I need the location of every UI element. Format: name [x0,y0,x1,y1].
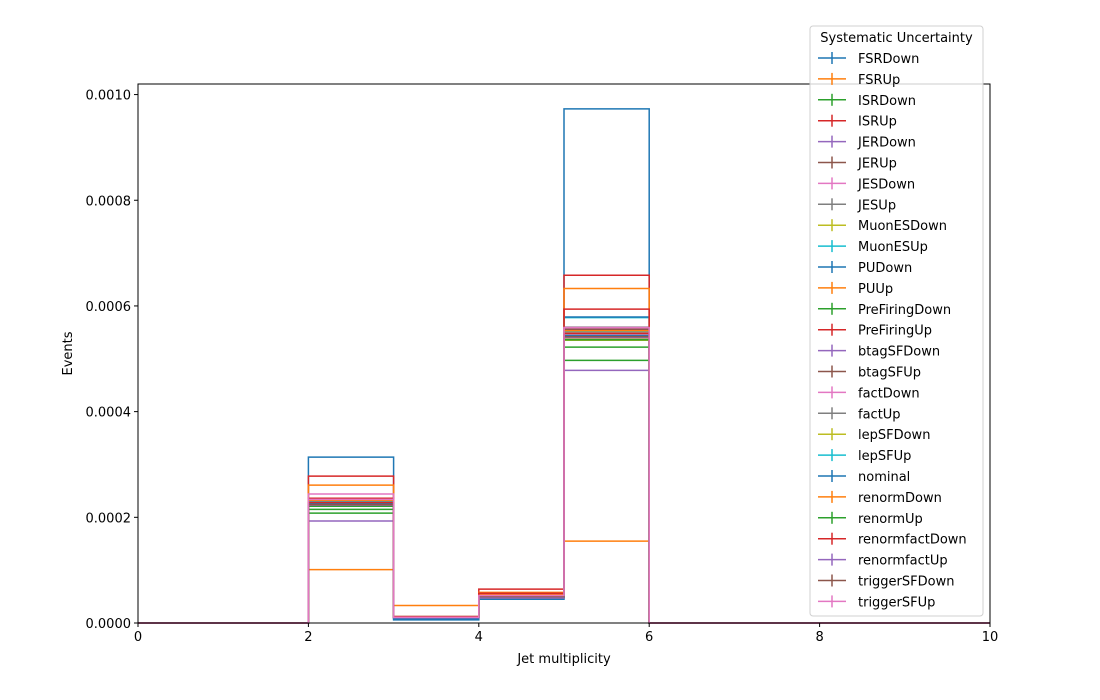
y-axis: 0.0000 0.0002 0.0004 0.0006 0.0008 0.0010 [86,89,138,632]
legend-label-renormfactDown: renormfactDown [858,533,967,548]
legend-label-FSRDown: FSRDown [858,52,919,67]
legend-label-btagSFUp: btagSFUp [858,366,921,381]
x-tick-label: 10 [982,630,999,645]
legend-label-PUUp: PUUp [858,282,893,297]
legend-title: Systematic Uncertainty [820,31,973,46]
plot-frame [137,83,991,624]
legend-label-MuonESDown: MuonESDown [858,219,947,234]
legend-label-PUDown: PUDown [858,261,912,276]
x-tick-label: 8 [815,630,823,645]
y-tick-label: 0.0008 [86,194,132,209]
legend-label-renormDown: renormDown [858,491,942,506]
legend-label-lepSFUp: lepSFUp [858,449,911,464]
y-tick-label: 0.0010 [86,89,132,104]
legend-label-triggerSFDown: triggerSFDown [858,575,954,590]
y-axis-title: Events [61,331,76,375]
legend-label-renormUp: renormUp [858,512,923,527]
legend-label-JESDown: JESDown [857,177,915,192]
legend-label-JERUp: JERUp [857,157,897,172]
legend-label-JERDown: JERDown [857,136,916,151]
legend-label-lepSFDown: lepSFDown [858,428,930,443]
legend-label-renormfactUp: renormfactUp [858,554,948,569]
y-tick-label: 0.0004 [86,406,132,421]
x-axis-title: Jet multiplicity [516,652,611,667]
legend-label-FSRUp: FSRUp [858,73,900,88]
legend-label-triggerSFUp: triggerSFUp [858,595,935,610]
legend-label-nominal: nominal [858,470,910,485]
legend-label-MuonESUp: MuonESUp [858,240,928,255]
x-tick-label: 4 [475,630,483,645]
legend-label-PreFiringUp: PreFiringUp [858,324,932,339]
legend-label-factDown: factDown [858,386,920,401]
legend: Systematic Uncertainty FSRDown FSRUp ISRDo… [809,25,984,617]
y-tick-label: 0.0002 [86,511,132,526]
legend-label-JESUp: JESUp [857,198,896,213]
legend-label-ISRDown: ISRDown [858,94,916,109]
legend-box [809,25,984,617]
legend-items: FSRDown FSRUp ISRDown ISRUp JERDown JERUp JESD… [818,52,967,610]
legend-label-factUp: factUp [858,407,901,422]
y-tick-label: 0.0006 [86,300,132,315]
legend-label-btagSFDown: btagSFDown [858,345,940,360]
x-tick-label: 6 [645,630,653,645]
x-tick-label: 0 [134,630,142,645]
legend-label-PreFiringDown: PreFiringDown [858,303,951,318]
y-tick-label: 0.0000 [86,617,132,632]
x-tick-label: 2 [304,630,312,645]
x-axis: 0 2 4 6 8 10 [134,623,998,645]
legend-label-ISRUp: ISRUp [858,115,897,130]
